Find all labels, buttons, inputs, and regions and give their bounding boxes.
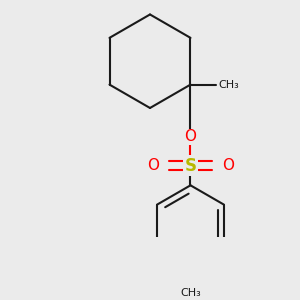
Text: O: O (147, 158, 159, 173)
Text: S: S (184, 157, 196, 175)
Text: CH₃: CH₃ (180, 288, 201, 298)
Text: O: O (222, 158, 234, 173)
Text: O: O (184, 129, 196, 144)
Text: CH₃: CH₃ (218, 80, 239, 90)
